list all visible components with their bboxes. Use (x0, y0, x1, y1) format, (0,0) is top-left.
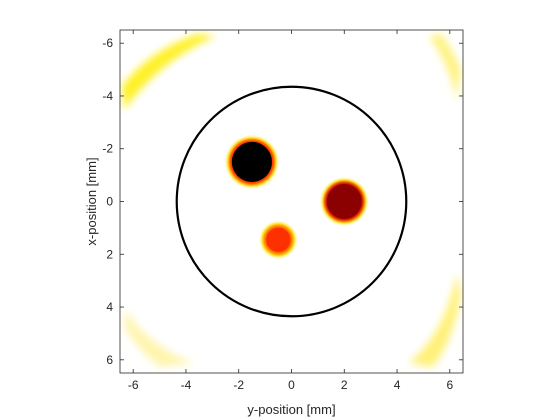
artifact-bottom-left (124, 311, 194, 367)
y-tick-label: -6 (102, 36, 113, 50)
x-tick-label: -2 (233, 378, 244, 392)
y-tick-label: 4 (106, 300, 113, 314)
plot-area (120, 30, 463, 373)
x-tick-label: -6 (128, 378, 139, 392)
x-tick-label: 2 (341, 378, 348, 392)
x-tick-label: -4 (181, 378, 192, 392)
x-tick-label: 6 (446, 378, 453, 392)
artifact-top-left (122, 34, 216, 110)
y-axis-ticks: -6 -4 -2 0 2 4 6 (102, 36, 463, 367)
y-tick-label: 6 (106, 353, 113, 367)
corner-artifacts (122, 34, 461, 367)
artifact-top-right (429, 34, 461, 100)
x-tick-label: 4 (394, 378, 401, 392)
inclusion-core (326, 184, 362, 219)
x-axis-label: y-position [mm] (247, 402, 335, 417)
x-axis-ticks: -6 -4 -2 0 2 4 6 (128, 30, 453, 392)
y-tick-label: -2 (102, 142, 113, 156)
boundary-circle (175, 85, 408, 318)
inclusions (226, 136, 367, 257)
inclusion-core (231, 141, 273, 183)
inclusion-2 (321, 179, 367, 224)
x-tick-label: 0 (288, 378, 295, 392)
y-tick-label: -4 (102, 89, 113, 103)
inclusion-1 (226, 136, 278, 188)
y-tick-label: 0 (106, 195, 113, 209)
inclusion-3 (261, 222, 296, 257)
y-axis-label: x-position [mm] (84, 157, 99, 245)
y-tick-label: 2 (106, 247, 113, 261)
artifact-bottom-right (409, 273, 461, 367)
inclusion-core (266, 227, 291, 252)
